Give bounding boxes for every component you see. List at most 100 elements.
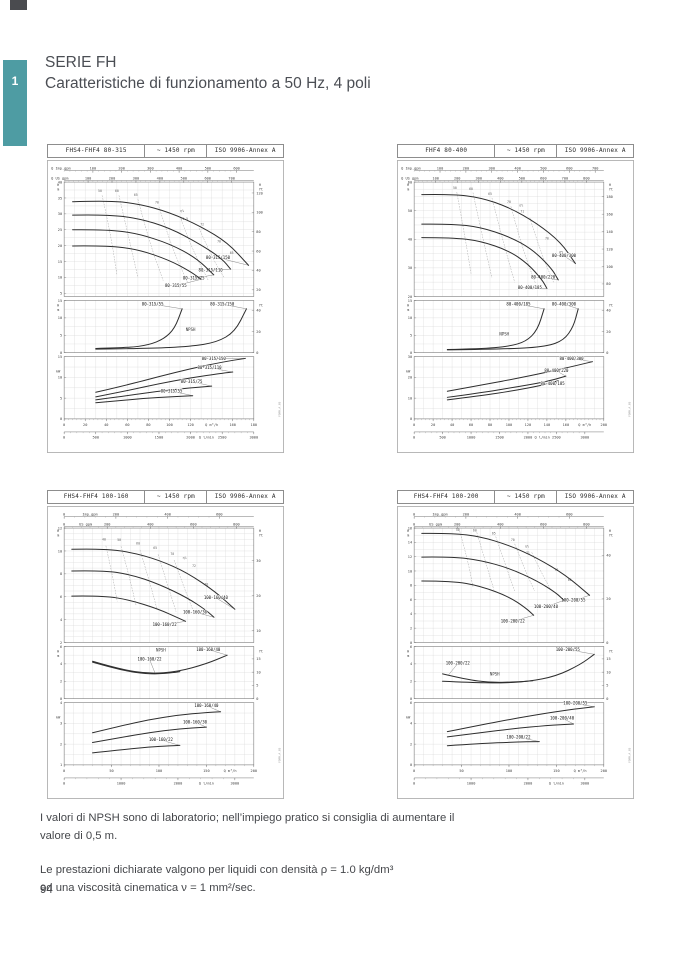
svg-text:1500: 1500 [495, 435, 504, 439]
svg-text:ft: ft [259, 304, 263, 308]
svg-text:80-400/300: 80-400/300 [560, 356, 585, 361]
svg-text:ft: ft [609, 304, 613, 308]
svg-text:150: 150 [553, 769, 560, 773]
svg-text:40: 40 [58, 180, 62, 184]
svg-text:400: 400 [514, 167, 521, 171]
svg-text:8: 8 [60, 572, 62, 576]
svg-text:60: 60 [473, 528, 477, 532]
svg-text:2000: 2000 [524, 435, 533, 439]
svg-text:80-315/150: 80-315/150 [210, 301, 235, 306]
svg-text:100-160/40: 100-160/40 [196, 647, 221, 652]
svg-text:1000: 1000 [123, 435, 132, 439]
svg-text:100-160/22: 100-160/22 [153, 622, 178, 627]
chart-rpm: ~ 1450 rpm [494, 145, 556, 157]
svg-text:40: 40 [256, 309, 260, 313]
svg-text:6: 6 [410, 598, 412, 602]
svg-text:60: 60 [115, 189, 119, 193]
chart-side-code: FORM.A.05 [277, 401, 281, 416]
svg-text:65: 65 [134, 193, 138, 197]
svg-text:30: 30 [256, 559, 260, 563]
svg-text:600: 600 [233, 167, 240, 171]
svg-text:10: 10 [408, 396, 412, 400]
svg-text:200: 200 [454, 523, 461, 527]
svg-text:2500: 2500 [218, 435, 227, 439]
svg-text:65: 65 [488, 192, 492, 196]
npsh-note-line1: I valori di NPSH sono di laboratorio; ne… [40, 812, 455, 825]
svg-text:120: 120 [525, 423, 532, 427]
svg-text:40: 40 [408, 238, 412, 242]
density-note-line1: Le prestazioni dichiarate valgono per li… [40, 864, 394, 877]
svg-text:70: 70 [204, 582, 208, 586]
svg-text:8: 8 [410, 584, 412, 588]
chart-iso-standard: ISO 9906-Annex A [556, 491, 633, 503]
svg-text:m: m [407, 308, 409, 312]
npsh-note-line2: valore di 0,5 m. [40, 829, 118, 842]
svg-text:0: 0 [413, 423, 415, 427]
svg-text:72: 72 [200, 222, 204, 226]
svg-text:20: 20 [256, 288, 260, 292]
svg-text:0: 0 [60, 351, 62, 355]
svg-text:150: 150 [203, 769, 210, 773]
svg-text:100: 100 [85, 177, 92, 181]
pump-curve-chart-80-400: FHF4 80-400 ~ 1450 rpm ISO 9906-Annex A … [397, 144, 634, 453]
svg-text:300: 300 [475, 177, 482, 181]
print-registration-mark [10, 0, 27, 10]
svg-text:NPSH: NPSH [499, 331, 509, 336]
svg-text:80-400/185: 80-400/185 [541, 381, 566, 386]
chart-side-code: FORM.A.05 [627, 747, 631, 762]
svg-text:180: 180 [606, 195, 613, 199]
chart-rpm: ~ 1450 rpm [144, 145, 206, 157]
svg-text:180: 180 [251, 423, 258, 427]
svg-text:500: 500 [540, 167, 547, 171]
svg-text:Q l/min: Q l/min [535, 435, 550, 439]
svg-text:30: 30 [408, 266, 412, 270]
svg-text:100-200/55: 100-200/55 [556, 647, 581, 652]
svg-text:H: H [407, 304, 409, 308]
svg-text:70: 70 [511, 538, 515, 542]
svg-text:20: 20 [408, 295, 412, 299]
svg-text:60: 60 [256, 249, 260, 253]
svg-text:200: 200 [113, 513, 120, 517]
svg-text:100: 100 [506, 769, 513, 773]
svg-text:200: 200 [118, 167, 125, 171]
svg-text:80: 80 [256, 230, 260, 234]
svg-text:5: 5 [256, 684, 258, 688]
svg-text:m: m [57, 654, 59, 658]
svg-text:300: 300 [147, 167, 154, 171]
svg-text:50: 50 [408, 209, 412, 213]
svg-text:2: 2 [60, 680, 62, 684]
svg-text:700: 700 [592, 167, 599, 171]
svg-text:65: 65 [153, 546, 157, 550]
svg-text:50: 50 [117, 538, 121, 542]
svg-text:100: 100 [90, 167, 97, 171]
svg-text:100: 100 [432, 177, 439, 181]
svg-text:kW: kW [56, 370, 61, 374]
svg-text:600: 600 [190, 523, 197, 527]
svg-text:1: 1 [60, 763, 62, 767]
svg-text:600: 600 [204, 177, 211, 181]
svg-text:10: 10 [256, 670, 260, 674]
svg-text:200: 200 [454, 177, 461, 181]
svg-text:140: 140 [544, 423, 551, 427]
svg-text:12: 12 [408, 555, 412, 559]
svg-text:50: 50 [456, 528, 460, 532]
svg-text:20: 20 [408, 376, 412, 380]
svg-text:65: 65 [568, 578, 572, 582]
svg-text:600: 600 [566, 513, 573, 517]
svg-text:30: 30 [58, 212, 62, 216]
svg-text:100-200/22: 100-200/22 [501, 618, 526, 623]
svg-text:200: 200 [463, 167, 470, 171]
svg-text:140: 140 [606, 230, 613, 234]
chart-model: FHS4-FHF4 100-200 [413, 493, 479, 500]
svg-text:Q l/min: Q l/min [549, 781, 564, 785]
svg-text:η%: η% [519, 203, 523, 207]
svg-text:0: 0 [410, 417, 412, 421]
page-number: 94 [40, 884, 53, 896]
svg-text:80-315/150: 80-315/150 [206, 255, 231, 260]
svg-text:4: 4 [410, 612, 412, 616]
svg-text:20: 20 [256, 594, 260, 598]
pump-curve-chart-100-160: FHS4-FHF4 100-160 ~ 1450 rpm ISO 9906-An… [47, 490, 284, 799]
svg-text:5: 5 [410, 334, 412, 338]
